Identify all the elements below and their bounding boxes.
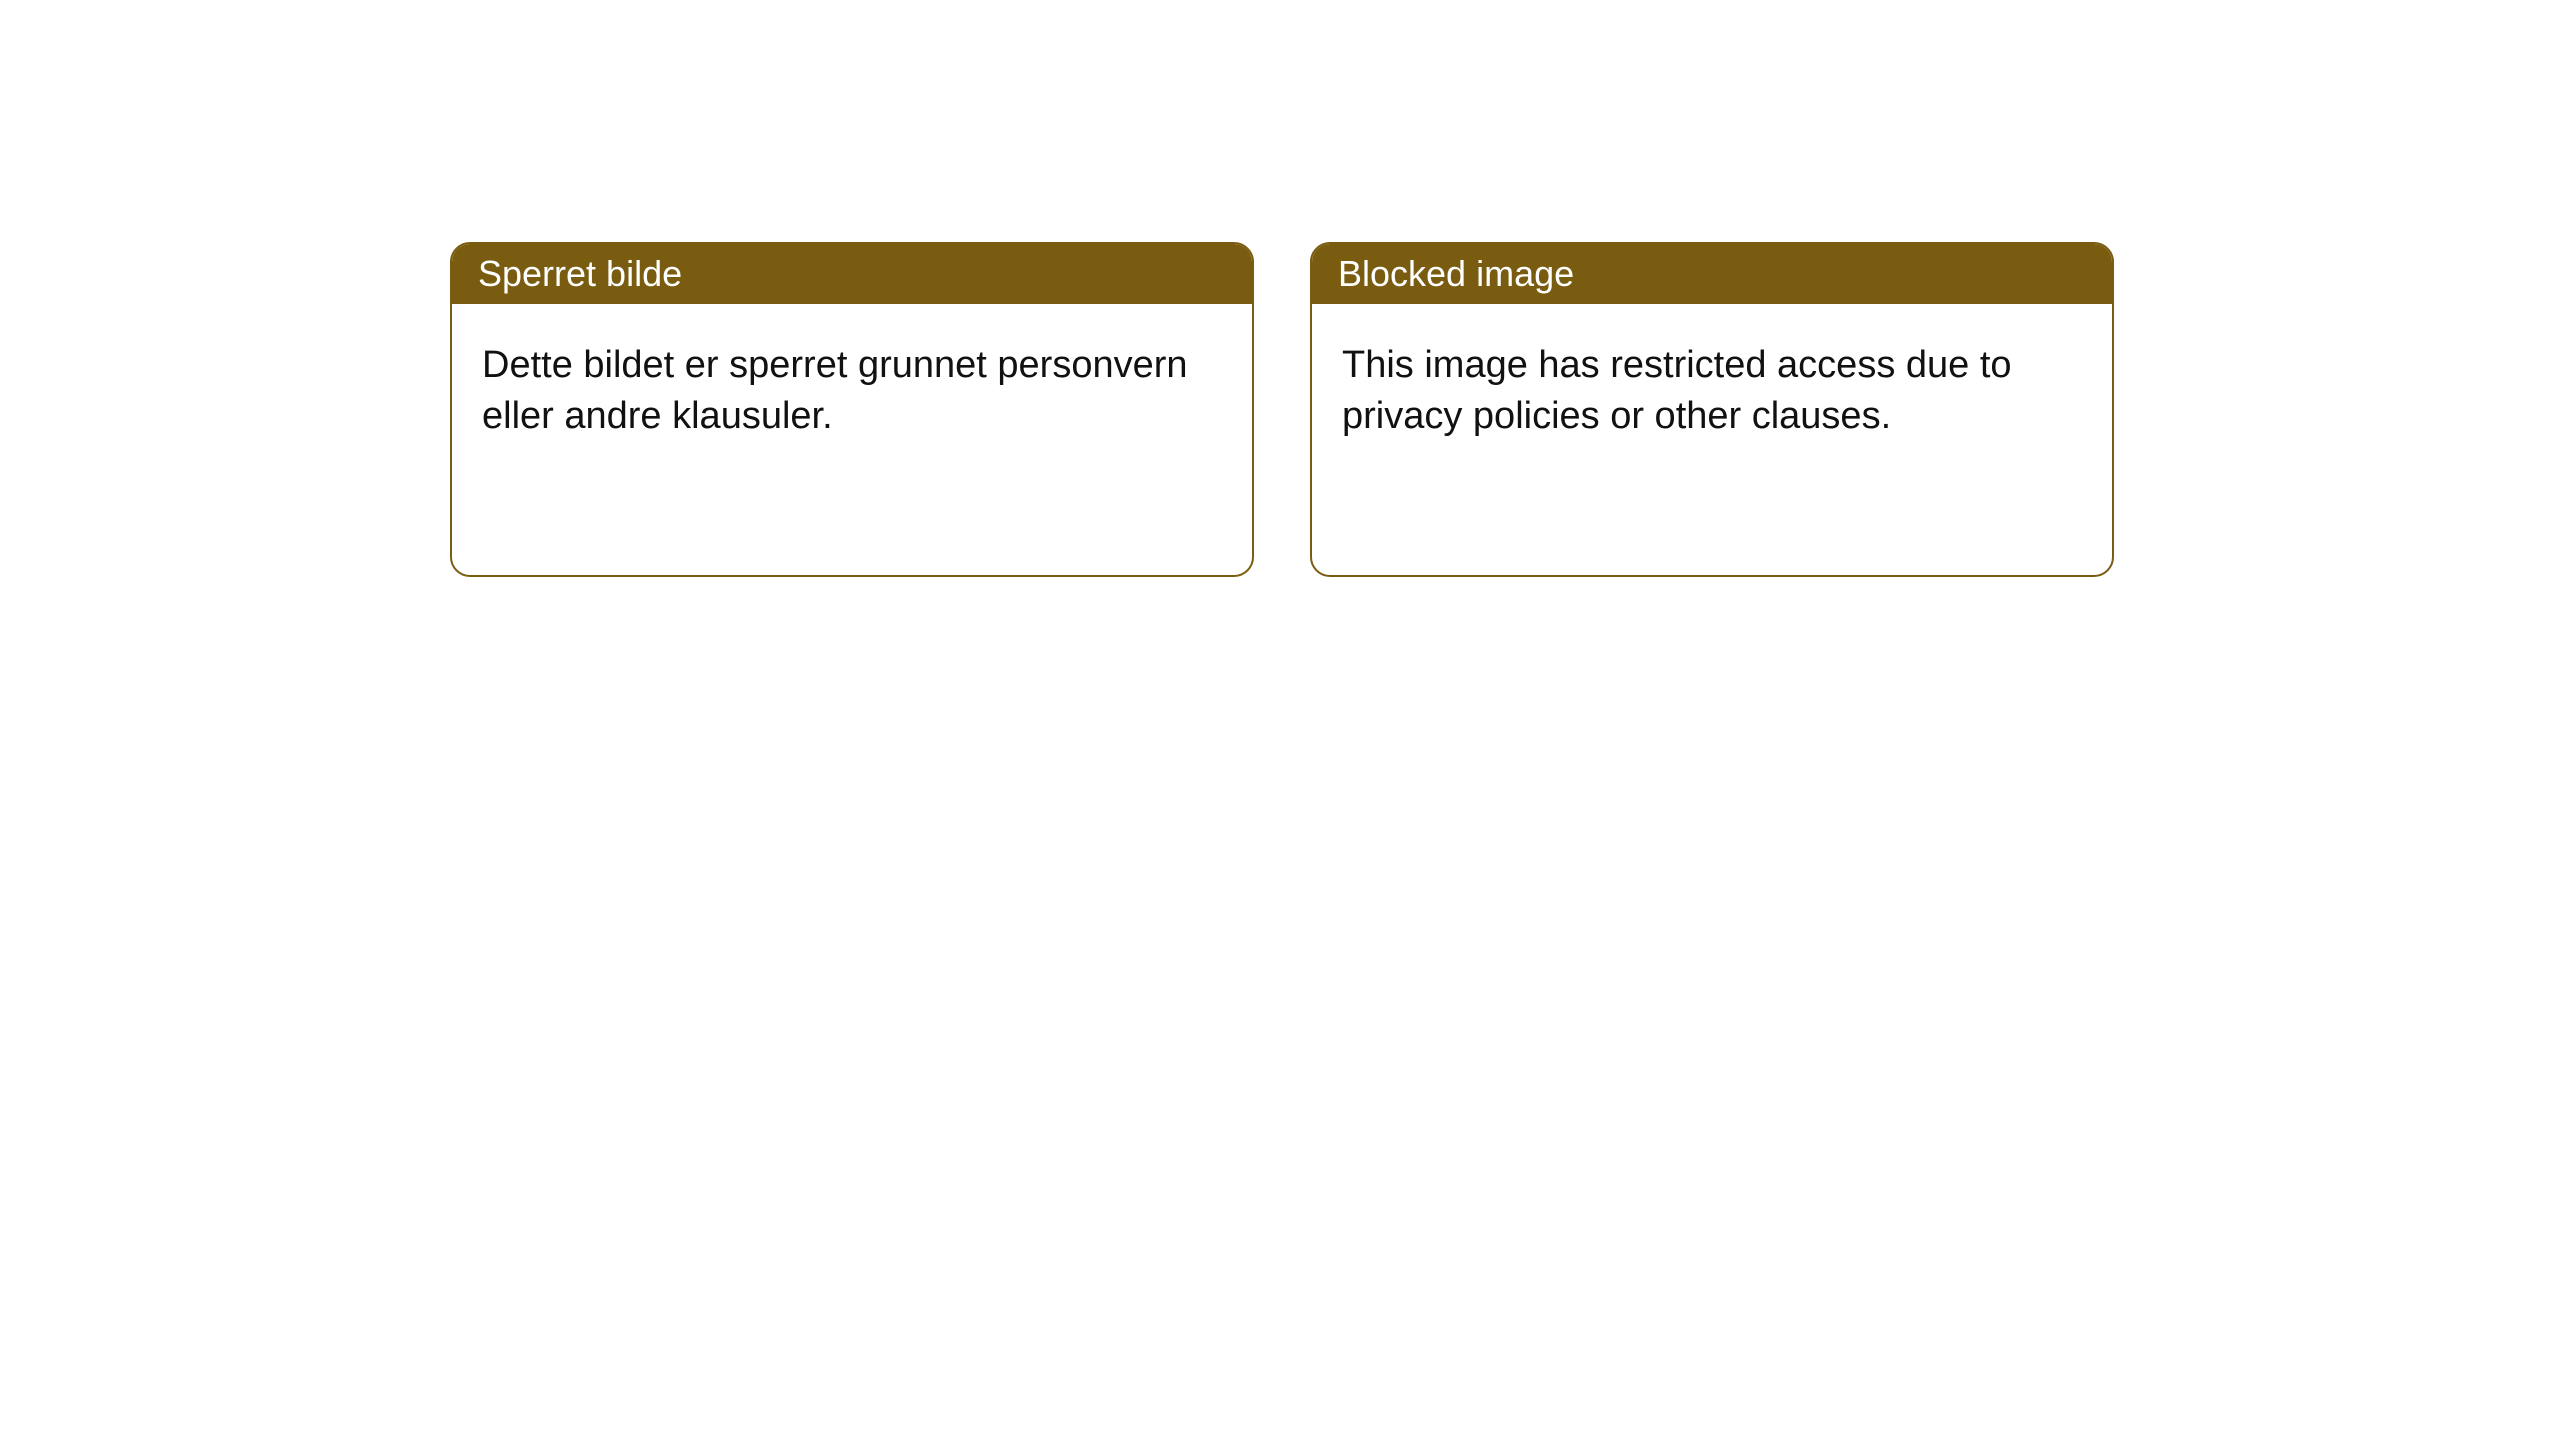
card-body: This image has restricted access due to … [1312,304,2112,479]
card-body-text: This image has restricted access due to … [1342,344,2012,437]
notice-card-norwegian: Sperret bilde Dette bildet er sperret gr… [450,242,1254,577]
card-body: Dette bildet er sperret grunnet personve… [452,304,1252,479]
card-body-text: Dette bildet er sperret grunnet personve… [482,344,1188,437]
notice-cards-container: Sperret bilde Dette bildet er sperret gr… [0,0,2560,577]
card-title: Sperret bilde [478,253,682,295]
card-header: Sperret bilde [452,244,1252,304]
notice-card-english: Blocked image This image has restricted … [1310,242,2114,577]
card-header: Blocked image [1312,244,2112,304]
card-title: Blocked image [1338,253,1574,295]
